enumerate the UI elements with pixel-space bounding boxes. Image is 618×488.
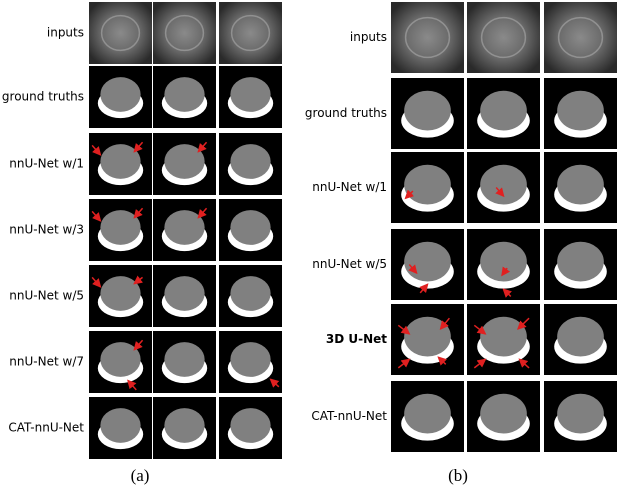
mask-region <box>480 90 527 131</box>
arrow <box>439 317 450 331</box>
mask-region <box>230 276 271 311</box>
row-label: nnU-Net w/3 <box>9 223 84 237</box>
input-image <box>230 14 271 52</box>
arrow <box>133 339 144 351</box>
input-image <box>557 16 604 59</box>
arrow <box>91 210 102 222</box>
mask-region <box>404 393 451 434</box>
input-image <box>219 2 282 64</box>
row-label: 3D U-Net <box>326 332 387 346</box>
input-image <box>467 2 540 73</box>
mask-region <box>404 90 451 131</box>
mask-region <box>100 210 141 245</box>
mask-region <box>230 210 271 245</box>
input-image <box>480 16 527 59</box>
mask-region <box>557 393 604 434</box>
mask-region <box>164 342 205 377</box>
mask-region <box>480 316 527 357</box>
row-label: ground truths <box>305 106 387 120</box>
row-label: CAT-nnU-Net <box>311 409 387 423</box>
arrow <box>197 207 208 219</box>
row-label: inputs <box>350 30 387 44</box>
row-label: nnU-Net w/7 <box>9 355 84 369</box>
arrow <box>495 187 505 198</box>
caption: (b) <box>448 466 468 485</box>
mask-region <box>100 276 141 311</box>
arrow <box>133 275 144 285</box>
arrow <box>197 141 208 153</box>
arrow <box>473 358 487 369</box>
arrow <box>473 324 487 335</box>
arrow <box>502 288 513 298</box>
arrow <box>133 141 144 153</box>
mask-region <box>164 210 205 245</box>
mask-region <box>164 144 205 179</box>
arrow <box>501 266 511 277</box>
mask-region <box>557 164 604 205</box>
mask-region <box>404 164 451 205</box>
caption: (a) <box>131 466 150 485</box>
mask-region <box>164 77 205 112</box>
mask-region <box>557 316 604 357</box>
input-image <box>89 2 152 64</box>
mask-region <box>164 408 205 443</box>
mask-region <box>230 144 271 179</box>
mask-region <box>480 164 527 205</box>
arrow <box>91 144 102 156</box>
row-label: nnU-Net w/1 <box>312 180 387 194</box>
row-label: nnU-Net w/1 <box>9 157 84 171</box>
row-label: inputs <box>47 26 84 40</box>
mask-region <box>100 77 141 112</box>
mask-region <box>230 77 271 112</box>
mask-region <box>404 316 451 357</box>
row-label: ground truths <box>2 90 84 104</box>
mask-region <box>557 90 604 131</box>
arrow <box>419 283 429 294</box>
arrow <box>127 379 137 391</box>
mask-region <box>404 241 451 282</box>
mask-region <box>230 408 271 443</box>
input-image <box>404 16 451 59</box>
input-image <box>544 2 617 73</box>
mask-region <box>100 144 141 179</box>
arrow <box>397 324 411 335</box>
row-label: CAT-nnU-Net <box>8 421 84 435</box>
mask-region <box>100 408 141 443</box>
arrow <box>404 189 415 200</box>
mask-region <box>557 241 604 282</box>
arrow <box>397 358 411 369</box>
mask-region <box>480 241 527 282</box>
row-label: nnU-Net w/5 <box>9 289 84 303</box>
arrow <box>437 356 447 366</box>
row-label: nnU-Net w/5 <box>312 257 387 271</box>
mask-region <box>164 276 205 311</box>
mask-region <box>100 342 141 377</box>
arrow <box>91 276 102 288</box>
arrow <box>518 358 530 369</box>
input-image <box>100 14 141 52</box>
input-image <box>391 2 464 73</box>
input-image <box>164 14 205 52</box>
arrow <box>269 378 280 388</box>
mask-region <box>230 342 271 377</box>
arrow <box>133 207 144 219</box>
input-image <box>153 2 216 64</box>
mask-region <box>480 393 527 434</box>
arrow <box>408 264 418 275</box>
arrow <box>517 317 530 330</box>
